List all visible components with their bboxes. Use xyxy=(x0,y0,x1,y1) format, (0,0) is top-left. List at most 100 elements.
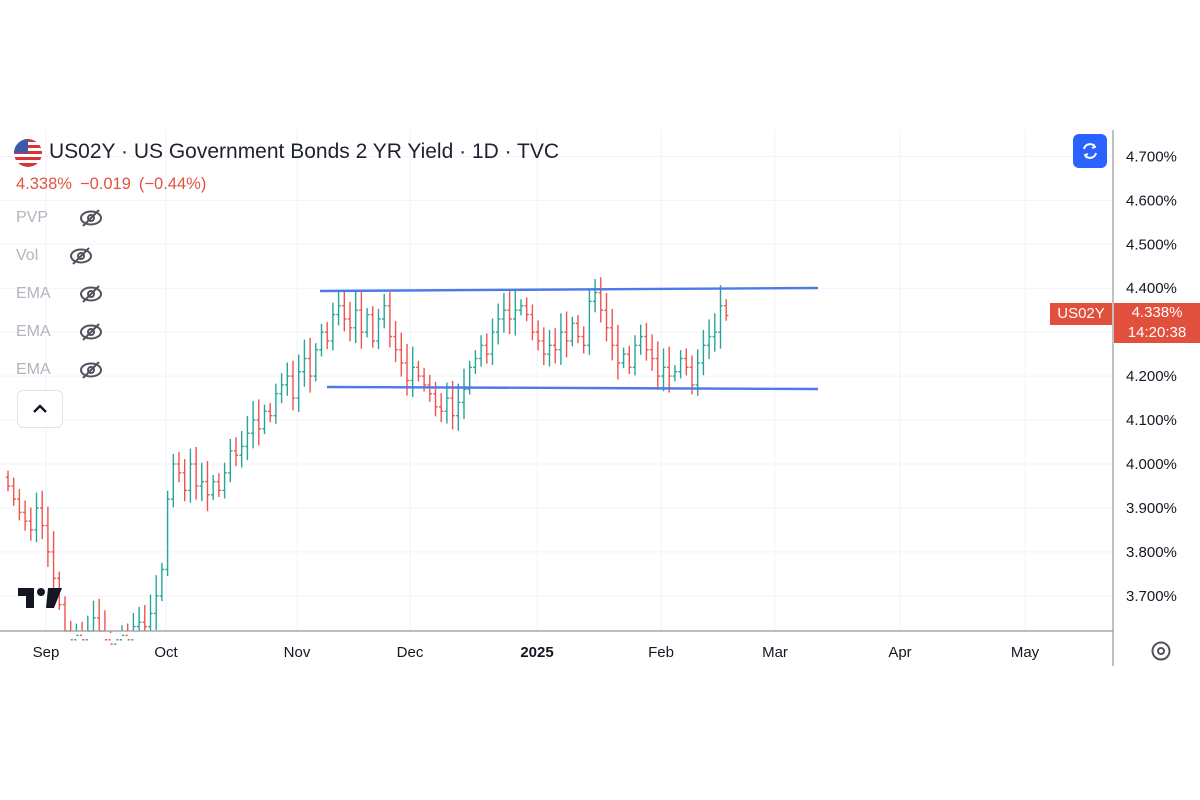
eye-off-icon[interactable] xyxy=(78,319,104,345)
ohlc-bar-down xyxy=(40,490,45,540)
ohlc-bar-up xyxy=(382,293,387,329)
price-change-percent: (−0.44%) xyxy=(138,175,207,193)
ohlc-bar-down xyxy=(176,452,182,483)
ohlc-bar-up xyxy=(119,625,125,641)
ohlc-bar-up xyxy=(188,448,193,503)
ohlc-bar-down xyxy=(575,315,581,344)
ohlc-bar-up xyxy=(228,438,233,483)
ohlc-bar-up xyxy=(632,335,638,376)
ohlc-bar-up xyxy=(501,293,507,333)
ohlc-bar-down xyxy=(524,297,529,322)
ohlc-bar-up xyxy=(701,329,706,376)
ohlc-bar-up xyxy=(319,323,324,357)
chart-settings-button[interactable] xyxy=(1148,638,1174,669)
ohlc-bar-down xyxy=(79,621,85,641)
ohlc-bar-up xyxy=(313,343,318,382)
ohlc-bar-down xyxy=(347,301,353,342)
ohlc-bar-down xyxy=(256,399,261,446)
price-change: −0.019 xyxy=(79,175,131,193)
ohlc-bar-down xyxy=(387,292,393,348)
ohlc-bar-down xyxy=(370,306,375,348)
x-tick-label: Apr xyxy=(888,644,911,661)
ohlc-bar-down xyxy=(45,506,51,568)
quote-line: 4.338% −0.019 (−0.44%) xyxy=(16,175,214,194)
ohlc-bars xyxy=(5,277,729,645)
eye-off-icon[interactable] xyxy=(78,205,104,231)
y-tick-label: 4.200% xyxy=(1126,368,1177,385)
ohlc-bar-up xyxy=(222,462,227,499)
ohlc-bar-up xyxy=(678,350,683,379)
eye-off-icon[interactable] xyxy=(68,243,94,269)
indicator-label: EMA xyxy=(16,323,51,340)
bar-countdown: 14:20:38 xyxy=(1114,323,1200,343)
ohlc-bar-up xyxy=(364,307,370,338)
ohlc-bar-down xyxy=(507,291,512,335)
ohlc-bar-down xyxy=(535,320,541,351)
ohlc-bar-up xyxy=(245,416,250,461)
ohlc-bar-down xyxy=(193,446,199,500)
indicator-row-ema-1[interactable]: EMA xyxy=(16,281,104,307)
refresh-button[interactable] xyxy=(1073,134,1107,168)
ohlc-bar-up xyxy=(165,490,170,577)
symbol-title[interactable]: US02Y · US Government Bonds 2 YR Yield ·… xyxy=(49,140,560,163)
channel-lines xyxy=(319,286,819,391)
x-tick-label: Mar xyxy=(762,644,788,661)
eye-off-icon[interactable] xyxy=(78,281,104,307)
price-axis: 4.700%4.600%4.500%4.400%4.300%4.200%4.10… xyxy=(1126,148,1177,604)
ohlc-bar-down xyxy=(290,360,296,411)
grid-lines xyxy=(0,130,1113,631)
x-tick-label: Oct xyxy=(154,644,178,661)
ohlc-bar-up xyxy=(587,289,592,355)
y-tick-label: 3.900% xyxy=(1126,500,1177,517)
ohlc-bar-up xyxy=(558,313,564,365)
tradingview-logo[interactable] xyxy=(18,586,64,615)
ohlc-bar-up xyxy=(592,278,598,313)
ohlc-bar-up xyxy=(672,365,678,382)
indicator-label: EMA xyxy=(16,361,51,378)
indicator-row-ema-2[interactable]: EMA xyxy=(16,319,104,345)
ohlc-bar-up xyxy=(478,335,484,367)
refresh-icon xyxy=(1083,143,1097,159)
ohlc-bar-up xyxy=(34,492,39,543)
indicator-row-vol[interactable]: Vol xyxy=(16,243,94,269)
y-tick-label: 3.800% xyxy=(1126,544,1177,561)
ohlc-bar-up xyxy=(490,318,495,366)
ohlc-bar-up xyxy=(336,292,341,326)
ohlc-bar-down xyxy=(205,460,210,512)
ohlc-bar-down xyxy=(627,345,632,374)
ohlc-bar-up xyxy=(136,606,142,631)
ohlc-bar-up xyxy=(279,373,284,404)
ohlc-bar-down xyxy=(530,304,535,341)
indicator-row-pvp[interactable]: PVP xyxy=(16,205,104,231)
ohlc-bar-down xyxy=(108,631,113,645)
indicator-row-ema-3[interactable]: EMA xyxy=(16,357,104,383)
ohlc-bar-down xyxy=(399,332,404,377)
ohlc-bar-down xyxy=(655,341,660,390)
ohlc-bar-up xyxy=(114,631,119,645)
ohlc-bar-down xyxy=(484,333,489,364)
collapse-indicators-button[interactable] xyxy=(17,390,63,428)
ohlc-bar-down xyxy=(51,531,56,595)
ohlc-bar-down xyxy=(610,308,615,361)
ohlc-bar-up xyxy=(518,299,524,316)
ohlc-bar-down xyxy=(724,299,729,321)
ohlc-bar-up xyxy=(239,431,244,468)
ohlc-bar-up xyxy=(296,354,301,412)
ohlc-bar-down xyxy=(182,459,187,502)
y-tick-label: 3.700% xyxy=(1126,588,1177,605)
ohlc-bar-up xyxy=(148,594,153,631)
eye-off-icon[interactable] xyxy=(78,357,104,383)
ohlc-bar-down xyxy=(216,473,222,498)
tradingview-logo-icon xyxy=(18,588,62,608)
last-price: 4.338% xyxy=(16,175,72,193)
ohlc-bar-down xyxy=(667,346,672,393)
last-price-tag: 4.338% xyxy=(1114,303,1200,323)
ohlc-bar-down xyxy=(342,290,347,332)
indicator-label: Vol xyxy=(16,247,39,264)
y-tick-label: 4.700% xyxy=(1126,148,1177,165)
ohlc-bar-down xyxy=(102,610,108,641)
ohlc-bar-down xyxy=(307,337,313,393)
ohlc-bar-down xyxy=(268,402,273,423)
ohlc-bar-up xyxy=(250,401,256,449)
